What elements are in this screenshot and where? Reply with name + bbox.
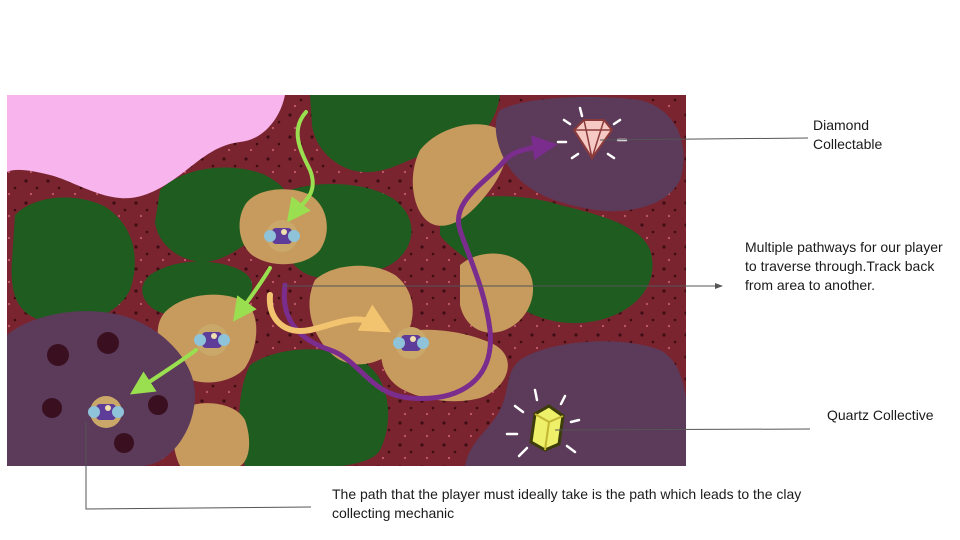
pink-area [7, 95, 285, 199]
player-character-icon [194, 324, 230, 356]
quartz-leader-line [554, 428, 811, 431]
diamond-leader-line [599, 137, 809, 141]
green-pathway-middle [233, 266, 272, 322]
clay-cave-holes [42, 332, 168, 453]
purple-pathway [281, 135, 558, 401]
multiple-pathways-label: Multiple pathways for our player to trav… [745, 239, 943, 293]
ideal-path-label: The path that the player must ideally ta… [332, 486, 802, 521]
quartz-collective-label: Quartz Collective [827, 407, 934, 423]
map-canvas [7, 95, 686, 466]
player-character-icon [393, 327, 429, 359]
player-character-icon [88, 396, 124, 428]
ideal-path-leader-line [85, 422, 312, 510]
quartz-cave [465, 341, 686, 466]
orange-pathway [266, 292, 392, 334]
green-pathway-bottom [129, 348, 198, 395]
green-pathway-top [286, 110, 315, 223]
player-character-icon [264, 220, 300, 252]
diamond-collectable-label: Diamond Collectable [813, 117, 883, 152]
quartz-crystal-icon [505, 388, 581, 458]
